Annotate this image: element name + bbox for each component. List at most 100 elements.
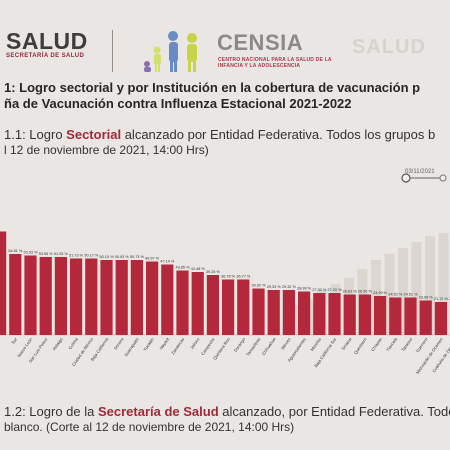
category-label: Campeche xyxy=(200,336,216,356)
logo-divider xyxy=(112,30,113,72)
bar xyxy=(70,258,83,335)
bar-value-label: 50.93 % xyxy=(115,255,130,259)
bar xyxy=(161,264,174,335)
bar-value-label: 29.33 % xyxy=(267,285,282,289)
bar xyxy=(419,300,432,335)
section-2-number: 1.2: xyxy=(4,404,26,419)
bar xyxy=(267,290,280,335)
bar-value-label: 51.73 % xyxy=(69,254,84,258)
salud-logo: SALUD SECRETARÍA DE SALUD xyxy=(6,28,88,59)
ghost-bar xyxy=(411,242,422,335)
bar-value-label: 24.52 % xyxy=(388,293,403,297)
bar-value-label: 47.14 % xyxy=(160,260,175,264)
timeline-slider[interactable] xyxy=(400,172,450,184)
bar xyxy=(282,290,295,335)
bar-value-label: 36.77 % xyxy=(236,275,251,279)
section-2-post: alcanzado, por Entidad Federativa. Todo xyxy=(218,404,450,419)
salud-logo-text: SALUD xyxy=(6,28,88,54)
bar-value-label: 29.32 % xyxy=(282,285,297,289)
section-2-cutoff: blanco. (Corte al 12 de noviembre de 202… xyxy=(4,420,295,434)
bar-value-label: 43.85 % xyxy=(176,266,191,270)
bar-value-label: 39.25 % xyxy=(206,270,221,274)
bar xyxy=(100,260,113,335)
censia-logo-subtitle: CENTRO NACIONAL PARA LA SALUD DE LA INFA… xyxy=(218,57,332,69)
category-label: Guanajuato xyxy=(123,336,140,357)
ghost-bar xyxy=(384,254,395,335)
ghost-salud-logo: SALUD xyxy=(352,36,426,58)
section-1-cutoff: l 12 de noviembre de 2021, 14:00 Hrs) xyxy=(4,143,209,157)
category-label: Sonora xyxy=(113,336,125,350)
section-2-heading: 1.2: Logro de la Secretaría de Salud alc… xyxy=(4,404,450,419)
bar-value-label: 42.48 % xyxy=(191,267,206,271)
bar xyxy=(298,291,311,335)
category-label: Colima xyxy=(67,336,79,350)
bar-value-label: 36.78 % xyxy=(221,275,236,279)
bar xyxy=(206,275,219,335)
bar xyxy=(85,258,98,335)
bar xyxy=(191,272,204,335)
bar xyxy=(374,296,387,335)
bar xyxy=(328,293,341,335)
category-label: Tamaulipas xyxy=(245,337,261,357)
ghost-bar xyxy=(438,233,449,335)
bar-value-label: 54.81 % xyxy=(8,249,23,253)
category-label: Chihuahua xyxy=(261,336,277,356)
bar xyxy=(222,279,235,335)
section-2-pre: Logro de la xyxy=(25,404,98,419)
category-label: Yucatán xyxy=(142,336,155,352)
timeline-date: 03/11/2021 xyxy=(405,169,435,175)
bar-value-label: 27.20 % xyxy=(328,288,343,292)
bar-value-label: 50.15 % xyxy=(100,255,115,259)
section-1-highlight: Sectorial xyxy=(66,127,122,142)
category-label: Querétaro xyxy=(353,336,368,355)
section-1-post: alcanzado por Entidad Federativa. Todos … xyxy=(121,127,436,142)
category-label: Michoacán de Ocampo xyxy=(415,336,444,375)
category-label: Guerrero xyxy=(415,336,429,353)
censia-logo-text: CENSIA xyxy=(217,30,304,55)
bar xyxy=(54,257,67,335)
bar-value-label: 21.72 % xyxy=(434,297,449,301)
family-icon xyxy=(144,31,197,72)
bar xyxy=(24,255,37,335)
bar-value-label: 27.30 % xyxy=(312,288,327,292)
salud-logo-subtitle: SECRETARÍA DE SALUD xyxy=(6,53,85,59)
bar xyxy=(0,231,7,335)
bar xyxy=(358,294,371,335)
bar-value-label: 26.50 % xyxy=(358,290,373,294)
header: SALUD SECRETARÍA DE SALUD CENSIA CENTRO … xyxy=(0,0,450,78)
bar-value-label: 30.92 % xyxy=(252,284,267,288)
bar-value-label: 53.93 % xyxy=(24,251,39,255)
category-label: Tlaxcala xyxy=(385,336,398,352)
bar-value-label: 49.97 % xyxy=(145,257,160,261)
category-label: Durango xyxy=(233,336,247,353)
bar xyxy=(389,297,402,335)
category-label: Morelos xyxy=(309,337,322,352)
bar-value-label: 50.17 % xyxy=(84,254,99,258)
bar-value-label: 26.63 % xyxy=(343,290,358,294)
bar xyxy=(176,270,189,335)
category-label: Tabasco xyxy=(400,336,413,352)
bar-value-label: 24.99 % xyxy=(373,291,388,295)
ghost-bar xyxy=(425,236,435,335)
page-title-line-2: ña de Vacunación contra Influenza Estaci… xyxy=(4,96,352,111)
bar xyxy=(343,294,356,335)
bar xyxy=(39,257,52,335)
category-label: Nayarit xyxy=(158,336,170,350)
section-1-number: 1.1: xyxy=(4,127,26,142)
category-label: Sur xyxy=(10,336,18,345)
bar-value-label: 53.96 % xyxy=(39,252,54,256)
bar xyxy=(146,261,159,335)
category-label: Sinaloa xyxy=(340,336,352,351)
section-1-heading: 1.1: Logro Sectorial alcanzado por Entid… xyxy=(4,127,435,142)
category-label: Hidalgo xyxy=(51,336,64,351)
section-1-pre: Logro xyxy=(25,127,67,142)
page-title-line-1: 1: Logro sectorial y por Institución en … xyxy=(4,80,421,95)
category-label: Chiapas xyxy=(370,337,383,352)
bar xyxy=(130,260,143,335)
bar xyxy=(434,302,447,335)
bar-value-label: 23.08 % xyxy=(419,296,434,300)
ghost-bar xyxy=(398,248,408,335)
category-label: Jalisco xyxy=(189,336,201,350)
bar-value-label: 24.51 % xyxy=(404,293,419,297)
